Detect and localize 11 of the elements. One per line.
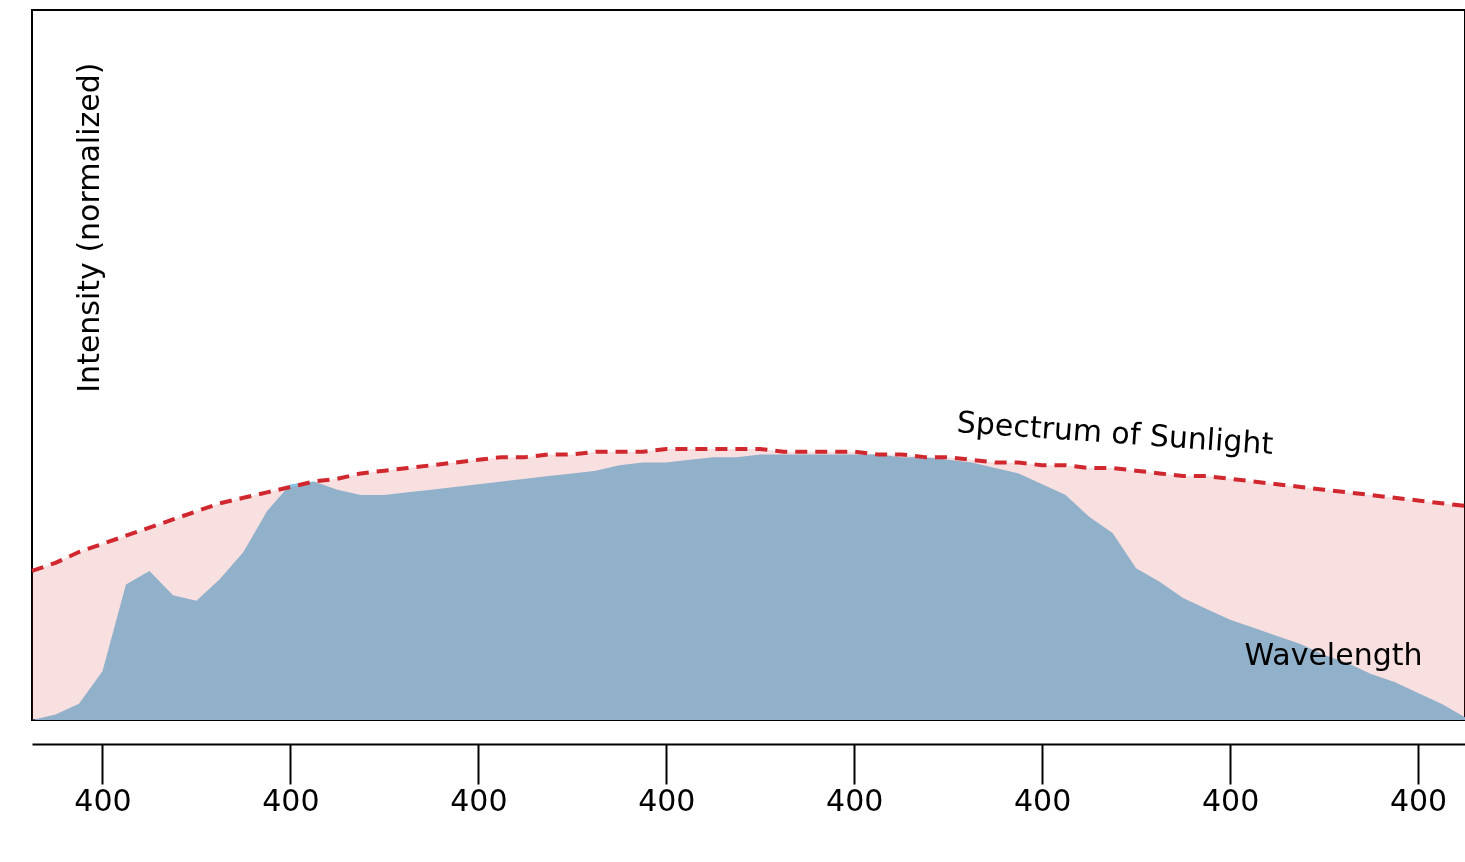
x-tick-label: 400 bbox=[450, 782, 508, 818]
x-tick-label: 400 bbox=[74, 782, 132, 818]
x-tick-label: 400 bbox=[1201, 782, 1260, 818]
y-axis-title: Intensity (normalized) bbox=[70, 62, 106, 393]
x-tick-label: 400 bbox=[1014, 782, 1072, 818]
x-tick-label: 400 bbox=[638, 782, 696, 818]
x-axis-title: Wavelength bbox=[1244, 636, 1423, 672]
x-tick-label: 400 bbox=[262, 782, 320, 818]
series-label: Spectrum of Sunlight bbox=[955, 404, 1275, 462]
x-tick-label: 400 bbox=[1389, 782, 1448, 818]
x-tick-label: 400 bbox=[826, 782, 884, 818]
